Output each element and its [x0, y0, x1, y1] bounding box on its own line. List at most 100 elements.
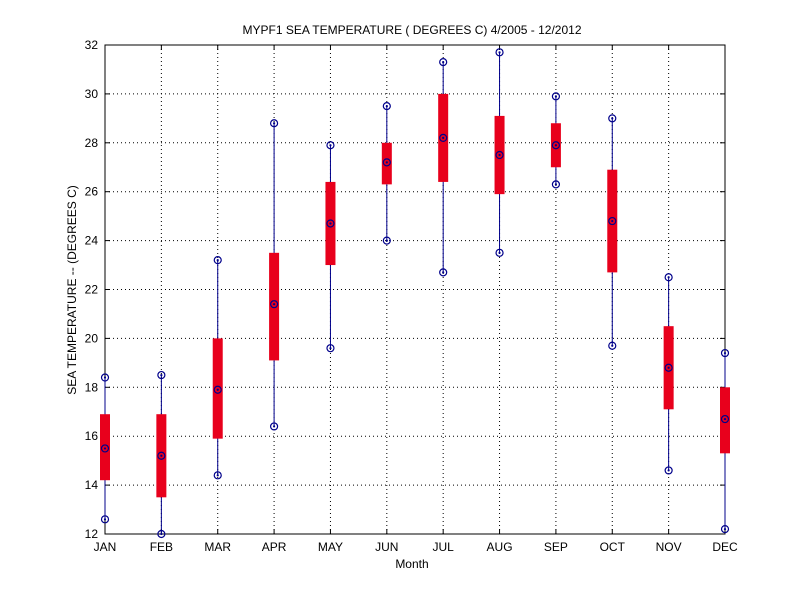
median-marker: [326, 219, 335, 228]
x-tick-label: JAN: [94, 540, 117, 554]
median-marker-dot: [103, 447, 107, 450]
median-marker-dot: [385, 161, 388, 164]
x-tick-label: JUN: [375, 540, 398, 554]
max-marker: [439, 58, 448, 67]
min-marker-dot: [385, 239, 388, 242]
y-tick-label: 24: [85, 234, 99, 248]
iqr-box: [100, 414, 110, 481]
max-marker: [382, 102, 391, 111]
min-marker-dot: [272, 425, 276, 428]
max-marker: [157, 370, 166, 380]
median-marker: [157, 451, 166, 460]
min-marker-dot: [216, 474, 219, 477]
max-marker-dot: [160, 373, 163, 377]
min-marker: [664, 466, 673, 475]
median-marker: [439, 133, 448, 143]
median-marker: [551, 141, 561, 150]
y-tick-label: 18: [85, 380, 99, 394]
median-marker-dot: [498, 153, 501, 157]
median-marker-dot: [272, 303, 276, 306]
max-marker: [608, 114, 617, 123]
y-axis-label: SEA TEMPERATURE -- (DEGREES C): [65, 185, 79, 395]
min-marker-dot: [103, 518, 107, 521]
max-marker-dot: [103, 376, 107, 379]
min-marker: [269, 422, 279, 431]
iqr-box: [381, 142, 392, 185]
min-marker: [100, 515, 110, 524]
median-marker: [495, 150, 504, 160]
min-marker: [720, 525, 730, 534]
max-marker-dot: [385, 105, 388, 108]
median-marker-dot: [611, 219, 614, 223]
min-marker: [495, 248, 504, 257]
max-marker: [720, 348, 730, 358]
median-marker: [664, 363, 673, 372]
max-marker: [495, 48, 504, 57]
max-marker: [326, 141, 335, 150]
min-marker-dot: [329, 347, 332, 350]
median-marker-dot: [329, 222, 332, 225]
x-axis-label: Month: [395, 557, 428, 571]
max-marker: [100, 373, 110, 382]
max-marker: [269, 119, 279, 128]
y-axis: 12 14 16 18 20 22 24 26 28 30 32: [85, 38, 725, 541]
median-marker: [382, 158, 391, 167]
min-marker: [608, 341, 617, 350]
y-tick-label: 20: [85, 331, 99, 345]
max-marker-dot: [667, 276, 670, 279]
iqr-box: [212, 338, 223, 439]
box-mar: [212, 256, 223, 480]
box-plot-series: [100, 48, 730, 539]
median-marker-dot: [723, 417, 727, 421]
box-jul: [438, 58, 449, 277]
x-tick-label: APR: [262, 540, 287, 554]
min-marker-dot: [498, 251, 501, 254]
box-jan: [100, 373, 110, 524]
min-marker-dot: [667, 469, 670, 472]
box-apr: [269, 119, 280, 431]
y-tick-label: 28: [85, 136, 99, 150]
box-oct: [607, 114, 618, 350]
y-tick-label: 16: [85, 429, 99, 443]
min-marker: [439, 268, 448, 277]
box-aug: [494, 48, 505, 257]
y-tick-label: 32: [85, 38, 99, 52]
box-feb: [156, 370, 167, 539]
max-marker: [551, 92, 561, 101]
box-nov: [663, 273, 674, 475]
x-tick-label: MAY: [318, 540, 343, 554]
box-dec: [720, 348, 730, 534]
box-jun: [381, 102, 392, 245]
x-tick-label: AUG: [487, 540, 513, 554]
max-marker-dot: [723, 351, 727, 355]
min-marker-dot: [611, 344, 614, 347]
iqr-box: [720, 387, 730, 454]
median-marker-dot: [216, 388, 219, 391]
max-marker-dot: [611, 117, 614, 120]
x-axis: JAN FEB MAR APR MAY JUN JUL AUG SEP OCT NOV DEC: [94, 45, 738, 554]
max-marker-dot: [442, 61, 445, 64]
box-sep: [550, 92, 561, 189]
y-tick-label: 14: [85, 478, 99, 492]
chart-title: MYPF1 SEA TEMPERATURE ( DEGREES C) 4/200…: [242, 23, 581, 37]
min-marker-dot: [554, 183, 558, 186]
median-marker: [213, 385, 222, 394]
min-marker: [382, 236, 391, 245]
y-tick-label: 22: [85, 283, 99, 297]
max-marker-dot: [216, 259, 219, 262]
max-marker: [213, 256, 222, 265]
median-marker-dot: [442, 136, 445, 140]
max-marker-dot: [272, 122, 276, 125]
median-marker-dot: [160, 454, 163, 457]
iqr-box: [269, 252, 280, 361]
max-marker-dot: [329, 144, 332, 147]
median-marker: [269, 300, 279, 309]
y-tick-label: 26: [85, 185, 99, 199]
y-tick-label: 30: [85, 87, 99, 101]
max-marker: [664, 273, 673, 282]
median-marker-dot: [554, 144, 558, 147]
x-tick-label: NOV: [656, 540, 682, 554]
max-marker-dot: [498, 51, 501, 54]
x-tick-label: FEB: [150, 540, 173, 554]
